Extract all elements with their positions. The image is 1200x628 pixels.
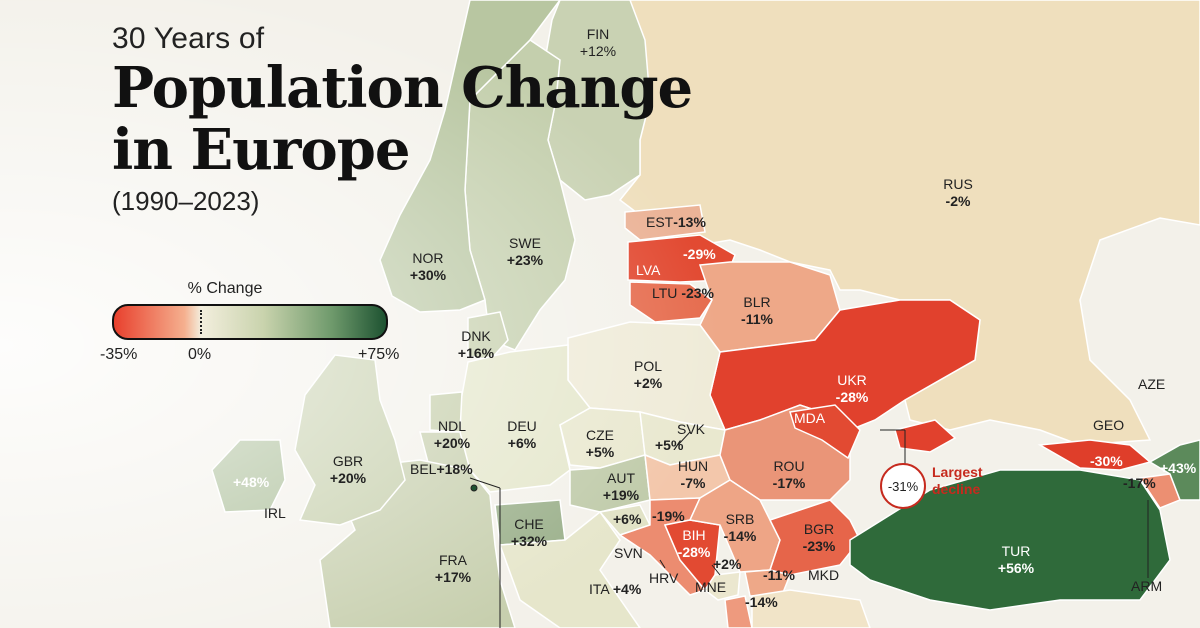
country-value-geo: -30% — [1090, 453, 1123, 469]
country-code-aze: AZE — [1138, 376, 1166, 392]
country-value-hrv: -19% — [652, 508, 685, 524]
title-years: (1990–2023) — [112, 186, 260, 216]
title-main-line1: Population Change — [112, 55, 693, 121]
country-code-irl: IRL — [264, 505, 286, 521]
title-block: 30 Years of Population Change in Europe … — [112, 22, 693, 217]
country-value-irl: +48% — [233, 474, 270, 490]
leader-line-svk — [677, 431, 691, 446]
country-value-arm: -17% — [1123, 475, 1156, 491]
legend-gradient-bar — [112, 304, 388, 340]
country-label-deu: DEU +6% — [507, 418, 537, 451]
country-label-rus: RUS -2% — [943, 176, 973, 209]
country-label-srb: SRB -14% — [723, 511, 757, 544]
country-label-gbr: GBR +20% — [329, 453, 367, 486]
legend-zero-label: 0% — [188, 346, 212, 363]
country-label-bih: BIH -28% — [677, 527, 711, 560]
country-label-ita: ITA +4% — [589, 581, 642, 597]
country-code-mkd: MKD — [808, 567, 840, 583]
country-label-blr: BLR -11% — [741, 294, 773, 327]
country-code-svk: SVK — [677, 421, 706, 437]
country-value-svn: +6% — [613, 511, 642, 527]
country-label-swe: SWE +23% — [506, 235, 544, 268]
country-label-dnk: DNK +16% — [457, 328, 495, 361]
bel-marker-dot — [470, 484, 478, 492]
country-label-tur: TUR +56% — [997, 543, 1035, 576]
legend-zero-marker — [200, 310, 202, 334]
color-legend: % Change -35% 0% +75% — [100, 280, 399, 366]
country-value-mkd: -11% — [763, 567, 795, 583]
country-label-fin: FIN +12% — [579, 26, 617, 59]
country-label-ukr: UKR -28% — [835, 372, 869, 405]
country-value-lva: -29% — [683, 246, 716, 262]
country-value-svk: +5% — [655, 437, 684, 453]
legend-min-label: -35% — [100, 346, 138, 363]
legend-title: % Change — [187, 280, 263, 297]
country-label-rou: ROU -17% — [772, 458, 806, 491]
largest-decline-callout-text: Largest decline — [932, 464, 983, 497]
country-code-arm: ARM — [1131, 578, 1163, 594]
title-main-line2: in Europe — [112, 117, 411, 183]
country-label-fra: FRA +17% — [434, 552, 472, 585]
country-label-hun: HUN -7% — [677, 458, 709, 491]
title-pre: 30 Years of — [112, 22, 265, 55]
country-label-che: CHE +32% — [510, 516, 548, 549]
leader-line-hrv — [659, 559, 666, 569]
country-value-alb: -14% — [745, 594, 778, 610]
country-value-aze: +43% — [1160, 460, 1197, 476]
country-label-bgr: BGR -23% — [802, 521, 836, 554]
country-code-mne: MNE — [695, 579, 727, 595]
leader-line-bel — [469, 477, 501, 489]
country-label-aut: AUT +19% — [602, 470, 640, 503]
country-label-pol: POL +2% — [633, 358, 663, 391]
country-code-geo: GEO — [1093, 417, 1125, 433]
country-code-svn: SVN — [614, 545, 643, 561]
country-value-mne: +2% — [713, 556, 742, 572]
largest-decline-callout-value: -31% — [880, 463, 926, 509]
country-label-est: EST-13% — [646, 214, 706, 230]
country-label-ndl: NDL +20% — [433, 418, 471, 451]
country-label-ltu: LTU -23% — [652, 285, 714, 301]
legend-ticks: -35% 0% +75% — [100, 346, 399, 366]
country-label-nor: NOR +30% — [409, 250, 447, 283]
legend-max-label: +75% — [358, 346, 400, 363]
country-label-cze: CZE +5% — [585, 427, 615, 460]
country-code-lva: LVA — [636, 262, 661, 278]
country-code-mda: MDA — [794, 410, 826, 426]
country-label-bel: BEL+18% — [410, 461, 473, 477]
leader-line-mne — [711, 564, 721, 576]
country-code-hrv: HRV — [649, 570, 679, 586]
